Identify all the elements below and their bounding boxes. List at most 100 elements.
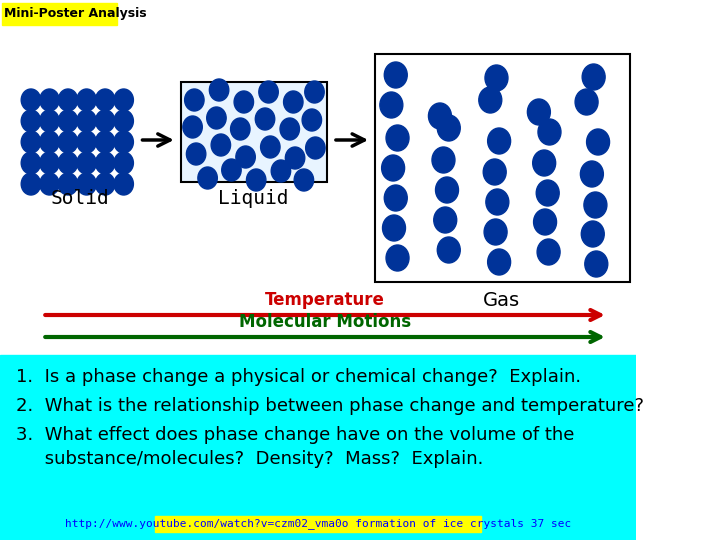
Circle shape xyxy=(96,173,115,195)
Circle shape xyxy=(580,161,603,187)
Circle shape xyxy=(114,131,133,153)
Text: Temperature: Temperature xyxy=(265,291,385,309)
Circle shape xyxy=(382,215,405,241)
Circle shape xyxy=(285,147,305,169)
Circle shape xyxy=(582,64,605,90)
Text: Gas: Gas xyxy=(483,291,521,309)
Circle shape xyxy=(487,249,510,275)
Bar xyxy=(0,355,636,540)
Text: substance/molecules?  Density?  Mass?  Explain.: substance/molecules? Density? Mass? Expl… xyxy=(16,450,483,468)
Circle shape xyxy=(581,221,604,247)
Circle shape xyxy=(537,239,560,265)
Circle shape xyxy=(96,110,115,132)
Circle shape xyxy=(271,160,291,182)
Circle shape xyxy=(114,152,133,174)
Circle shape xyxy=(302,109,322,131)
Text: http://www.youtube.com/watch?v=czm02_vma0o formation of ice crystals 37 sec: http://www.youtube.com/watch?v=czm02_vma… xyxy=(65,518,571,529)
Circle shape xyxy=(487,128,510,154)
Circle shape xyxy=(96,131,115,153)
Circle shape xyxy=(538,119,561,145)
Circle shape xyxy=(58,173,78,195)
Circle shape xyxy=(384,185,408,211)
Circle shape xyxy=(536,180,559,206)
Circle shape xyxy=(77,110,96,132)
Circle shape xyxy=(58,152,78,174)
Circle shape xyxy=(305,81,324,103)
Circle shape xyxy=(486,189,509,215)
Bar xyxy=(375,54,630,282)
Text: 1.  Is a phase change a physical or chemical change?  Explain.: 1. Is a phase change a physical or chemi… xyxy=(16,368,581,386)
Circle shape xyxy=(114,173,133,195)
Circle shape xyxy=(183,116,202,138)
Circle shape xyxy=(432,147,455,173)
Circle shape xyxy=(230,118,250,140)
Circle shape xyxy=(533,150,556,176)
Circle shape xyxy=(585,251,608,277)
Circle shape xyxy=(294,169,314,191)
Circle shape xyxy=(256,108,275,130)
Circle shape xyxy=(58,89,78,111)
Circle shape xyxy=(21,89,40,111)
Circle shape xyxy=(284,91,303,113)
Circle shape xyxy=(21,110,40,132)
Circle shape xyxy=(21,173,40,195)
Circle shape xyxy=(428,103,451,129)
Text: Liquid: Liquid xyxy=(218,188,289,207)
Circle shape xyxy=(58,110,78,132)
Circle shape xyxy=(479,87,502,113)
Circle shape xyxy=(437,237,460,263)
Circle shape xyxy=(21,131,40,153)
Text: Mini-Poster Analysis: Mini-Poster Analysis xyxy=(4,6,147,19)
Circle shape xyxy=(40,131,59,153)
Circle shape xyxy=(234,91,253,113)
Circle shape xyxy=(222,159,241,181)
Circle shape xyxy=(186,143,206,165)
Circle shape xyxy=(575,89,598,115)
Circle shape xyxy=(21,152,40,174)
Text: 2.  What is the relationship between phase change and temperature?: 2. What is the relationship between phas… xyxy=(16,397,644,415)
Circle shape xyxy=(436,177,459,203)
Circle shape xyxy=(96,89,115,111)
Circle shape xyxy=(246,169,266,191)
Circle shape xyxy=(485,65,508,91)
Circle shape xyxy=(527,99,550,125)
Circle shape xyxy=(437,115,460,141)
Circle shape xyxy=(40,173,59,195)
Circle shape xyxy=(40,89,59,111)
Circle shape xyxy=(184,89,204,111)
Circle shape xyxy=(433,207,456,233)
Circle shape xyxy=(77,152,96,174)
Circle shape xyxy=(384,62,408,88)
Circle shape xyxy=(587,129,610,155)
Circle shape xyxy=(207,107,226,129)
Text: Solid: Solid xyxy=(50,188,109,207)
Text: Molecular Motions: Molecular Motions xyxy=(239,313,411,331)
Circle shape xyxy=(114,110,133,132)
Circle shape xyxy=(280,118,300,140)
Circle shape xyxy=(236,146,256,168)
Bar xyxy=(181,82,327,182)
Circle shape xyxy=(380,92,402,118)
Circle shape xyxy=(40,110,59,132)
Circle shape xyxy=(534,209,557,235)
Circle shape xyxy=(306,137,325,159)
Circle shape xyxy=(96,152,115,174)
Circle shape xyxy=(258,81,278,103)
Circle shape xyxy=(77,89,96,111)
Bar xyxy=(1,3,117,25)
Circle shape xyxy=(386,125,409,151)
Circle shape xyxy=(386,245,409,271)
Circle shape xyxy=(261,136,280,158)
Circle shape xyxy=(114,89,133,111)
Circle shape xyxy=(40,152,59,174)
Bar xyxy=(0,0,636,355)
Circle shape xyxy=(58,131,78,153)
Circle shape xyxy=(77,131,96,153)
Circle shape xyxy=(211,134,230,156)
Circle shape xyxy=(198,167,217,189)
Text: 3.  What effect does phase change have on the volume of the: 3. What effect does phase change have on… xyxy=(16,426,575,444)
Circle shape xyxy=(584,192,607,218)
Circle shape xyxy=(382,155,405,181)
Circle shape xyxy=(483,159,506,185)
Circle shape xyxy=(210,79,229,101)
